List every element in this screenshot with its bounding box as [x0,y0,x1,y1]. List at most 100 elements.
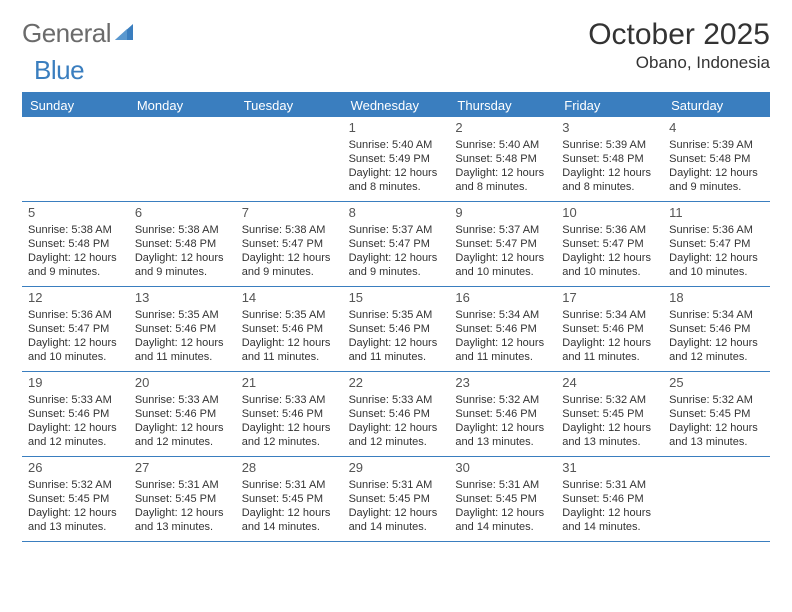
sunrise-line: Sunrise: 5:38 AM [242,223,337,237]
daylight-line: Daylight: 12 hours and 12 minutes. [28,421,123,449]
day-cell: 17Sunrise: 5:34 AMSunset: 5:46 PMDayligh… [556,287,663,371]
daylight-line: Daylight: 12 hours and 9 minutes. [349,251,444,279]
day-cell: 4Sunrise: 5:39 AMSunset: 5:48 PMDaylight… [663,117,770,201]
day-number: 13 [135,290,230,307]
daylight-line: Daylight: 12 hours and 11 minutes. [135,336,230,364]
week-row: 5Sunrise: 5:38 AMSunset: 5:48 PMDaylight… [22,202,770,287]
day-number: 22 [349,375,444,392]
day-cell: 6Sunrise: 5:38 AMSunset: 5:48 PMDaylight… [129,202,236,286]
sunrise-line: Sunrise: 5:38 AM [28,223,123,237]
sunrise-line: Sunrise: 5:37 AM [349,223,444,237]
day-number: 20 [135,375,230,392]
weekday-header: Thursday [449,94,556,117]
day-number: 7 [242,205,337,222]
daylight-line: Daylight: 12 hours and 12 minutes. [669,336,764,364]
location-label: Obano, Indonesia [588,53,770,73]
daylight-line: Daylight: 12 hours and 12 minutes. [135,421,230,449]
day-cell: 13Sunrise: 5:35 AMSunset: 5:46 PMDayligh… [129,287,236,371]
sunrise-line: Sunrise: 5:36 AM [28,308,123,322]
sunrise-line: Sunrise: 5:31 AM [562,478,657,492]
daylight-line: Daylight: 12 hours and 11 minutes. [242,336,337,364]
weekday-header: Wednesday [343,94,450,117]
logo-text-1: General [22,18,111,49]
sunrise-line: Sunrise: 5:34 AM [562,308,657,322]
title-block: October 2025 Obano, Indonesia [588,18,770,73]
daylight-line: Daylight: 12 hours and 13 minutes. [28,506,123,534]
day-number: 3 [562,120,657,137]
day-cell: 5Sunrise: 5:38 AMSunset: 5:48 PMDaylight… [22,202,129,286]
day-cell: 18Sunrise: 5:34 AMSunset: 5:46 PMDayligh… [663,287,770,371]
day-number: 27 [135,460,230,477]
sunset-line: Sunset: 5:47 PM [669,237,764,251]
week-row: 1Sunrise: 5:40 AMSunset: 5:49 PMDaylight… [22,117,770,202]
daylight-line: Daylight: 12 hours and 8 minutes. [349,166,444,194]
sunrise-line: Sunrise: 5:33 AM [242,393,337,407]
sunset-line: Sunset: 5:46 PM [242,407,337,421]
day-cell: 19Sunrise: 5:33 AMSunset: 5:46 PMDayligh… [22,372,129,456]
sunrise-line: Sunrise: 5:31 AM [135,478,230,492]
sunset-line: Sunset: 5:48 PM [669,152,764,166]
sunrise-line: Sunrise: 5:32 AM [28,478,123,492]
sunset-line: Sunset: 5:45 PM [135,492,230,506]
sunrise-line: Sunrise: 5:39 AM [562,138,657,152]
sunset-line: Sunset: 5:46 PM [135,407,230,421]
day-number: 2 [455,120,550,137]
day-cell: 26Sunrise: 5:32 AMSunset: 5:45 PMDayligh… [22,457,129,541]
sunset-line: Sunset: 5:46 PM [562,322,657,336]
daylight-line: Daylight: 12 hours and 8 minutes. [562,166,657,194]
week-row: 26Sunrise: 5:32 AMSunset: 5:45 PMDayligh… [22,457,770,542]
sunrise-line: Sunrise: 5:35 AM [242,308,337,322]
daylight-line: Daylight: 12 hours and 14 minutes. [242,506,337,534]
day-cell: 12Sunrise: 5:36 AMSunset: 5:47 PMDayligh… [22,287,129,371]
day-number: 10 [562,205,657,222]
daylight-line: Daylight: 12 hours and 12 minutes. [242,421,337,449]
day-cell: 1Sunrise: 5:40 AMSunset: 5:49 PMDaylight… [343,117,450,201]
logo: General [22,18,139,49]
day-cell: 16Sunrise: 5:34 AMSunset: 5:46 PMDayligh… [449,287,556,371]
weekday-header: Tuesday [236,94,343,117]
sunrise-line: Sunrise: 5:36 AM [669,223,764,237]
day-cell: 25Sunrise: 5:32 AMSunset: 5:45 PMDayligh… [663,372,770,456]
empty-cell [663,457,770,541]
sunset-line: Sunset: 5:49 PM [349,152,444,166]
logo-sail-icon [115,24,137,47]
day-number: 9 [455,205,550,222]
day-number: 11 [669,205,764,222]
sunrise-line: Sunrise: 5:34 AM [669,308,764,322]
sunset-line: Sunset: 5:48 PM [28,237,123,251]
sunrise-line: Sunrise: 5:32 AM [455,393,550,407]
sunrise-line: Sunrise: 5:32 AM [669,393,764,407]
sunset-line: Sunset: 5:47 PM [562,237,657,251]
sunset-line: Sunset: 5:45 PM [669,407,764,421]
sunset-line: Sunset: 5:46 PM [562,492,657,506]
month-title: October 2025 [588,18,770,51]
sunset-line: Sunset: 5:47 PM [349,237,444,251]
daylight-line: Daylight: 12 hours and 14 minutes. [562,506,657,534]
sunset-line: Sunset: 5:47 PM [28,322,123,336]
daylight-line: Daylight: 12 hours and 10 minutes. [28,336,123,364]
day-cell: 30Sunrise: 5:31 AMSunset: 5:45 PMDayligh… [449,457,556,541]
daylight-line: Daylight: 12 hours and 13 minutes. [669,421,764,449]
empty-cell [22,117,129,201]
sunrise-line: Sunrise: 5:40 AM [455,138,550,152]
day-cell: 24Sunrise: 5:32 AMSunset: 5:45 PMDayligh… [556,372,663,456]
day-cell: 20Sunrise: 5:33 AMSunset: 5:46 PMDayligh… [129,372,236,456]
sunset-line: Sunset: 5:45 PM [562,407,657,421]
day-number: 25 [669,375,764,392]
day-cell: 9Sunrise: 5:37 AMSunset: 5:47 PMDaylight… [449,202,556,286]
daylight-line: Daylight: 12 hours and 11 minutes. [455,336,550,364]
sunset-line: Sunset: 5:48 PM [562,152,657,166]
day-number: 16 [455,290,550,307]
day-number: 4 [669,120,764,137]
sunset-line: Sunset: 5:45 PM [242,492,337,506]
sunrise-line: Sunrise: 5:31 AM [455,478,550,492]
daylight-line: Daylight: 12 hours and 13 minutes. [135,506,230,534]
sunset-line: Sunset: 5:47 PM [455,237,550,251]
day-cell: 31Sunrise: 5:31 AMSunset: 5:46 PMDayligh… [556,457,663,541]
empty-cell [236,117,343,201]
daylight-line: Daylight: 12 hours and 9 minutes. [28,251,123,279]
daylight-line: Daylight: 12 hours and 9 minutes. [669,166,764,194]
day-number: 18 [669,290,764,307]
daylight-line: Daylight: 12 hours and 12 minutes. [349,421,444,449]
daylight-line: Daylight: 12 hours and 8 minutes. [455,166,550,194]
